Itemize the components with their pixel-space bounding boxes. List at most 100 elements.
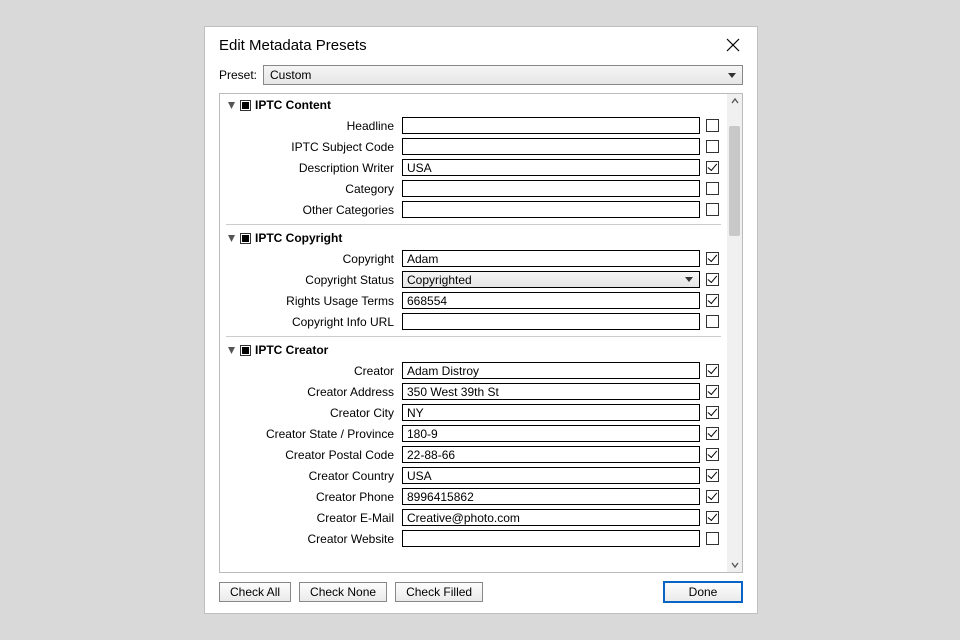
field-input[interactable]: NY <box>402 404 700 421</box>
footer: Check All Check None Check Filled Done <box>219 581 743 603</box>
preset-label: Preset: <box>219 68 257 82</box>
field-label: Creator <box>226 364 396 378</box>
field-row: Category <box>226 178 721 199</box>
field-label: Creator Postal Code <box>226 448 396 462</box>
field-row: Creator Website <box>226 528 721 549</box>
field-row: Rights Usage Terms 668554 <box>226 290 721 311</box>
vertical-scrollbar[interactable] <box>727 94 742 572</box>
field-input[interactable]: 8996415862 <box>402 488 700 505</box>
field-row: Other Categories <box>226 199 721 220</box>
field-label: Creator E-Mail <box>226 511 396 525</box>
section-iptc-creator: IPTC CreatorCreatorAdam DistroyCreator A… <box>226 343 721 549</box>
field-checkbox[interactable] <box>706 119 719 132</box>
section-title: IPTC Content <box>255 98 331 112</box>
field-input[interactable]: 350 West 39th St <box>402 383 700 400</box>
field-checkbox[interactable] <box>706 511 719 524</box>
field-row: Creator E-Mail Creative@photo.com <box>226 507 721 528</box>
section-title: IPTC Copyright <box>255 231 342 245</box>
field-input[interactable] <box>402 180 700 197</box>
field-checkbox[interactable] <box>706 273 719 286</box>
section-header[interactable]: IPTC Copyright <box>226 231 721 248</box>
field-checkbox[interactable] <box>706 294 719 307</box>
section-iptc-content: IPTC Content Headline IPTC Subject Code Des… <box>226 98 721 225</box>
close-button[interactable] <box>723 35 743 55</box>
field-input[interactable] <box>402 530 700 547</box>
field-label: Creator City <box>226 406 396 420</box>
preset-value: Custom <box>270 68 311 82</box>
field-checkbox[interactable] <box>706 140 719 153</box>
field-row: Creator Address350 West 39th St <box>226 381 721 402</box>
field-input[interactable]: Creative@photo.com <box>402 509 700 526</box>
field-checkbox[interactable] <box>706 161 719 174</box>
disclosure-triangle-icon <box>226 233 236 243</box>
field-label: Copyright Info URL <box>226 315 396 329</box>
field-row: Creator City NY <box>226 402 721 423</box>
field-input[interactable]: 668554 <box>402 292 700 309</box>
field-label: Copyright Status <box>226 273 396 287</box>
field-row: Creator Country USA <box>226 465 721 486</box>
field-input[interactable]: Adam Distroy <box>402 362 700 379</box>
field-input[interactable]: 22-88-66 <box>402 446 700 463</box>
section-iptc-copyright: IPTC Copyright Copyright Adam Copyright Sta… <box>226 231 721 337</box>
dialog-title: Edit Metadata Presets <box>219 37 367 54</box>
field-checkbox[interactable] <box>706 427 719 440</box>
field-checkbox[interactable] <box>706 490 719 503</box>
field-input[interactable]: 180-9 <box>402 425 700 442</box>
disclosure-triangle-icon <box>226 100 236 110</box>
field-checkbox[interactable] <box>706 364 719 377</box>
field-checkbox[interactable] <box>706 252 719 265</box>
scroll-up-button[interactable] <box>727 94 742 108</box>
content-area: IPTC Content Headline IPTC Subject Code Des… <box>219 93 743 573</box>
field-input[interactable] <box>402 201 700 218</box>
section-header[interactable]: IPTC Content <box>226 98 721 115</box>
chevron-up-icon <box>731 97 739 105</box>
field-input[interactable]: Adam <box>402 250 700 267</box>
field-input[interactable]: USA <box>402 467 700 484</box>
field-label: Category <box>226 182 396 196</box>
preset-select[interactable]: Custom <box>263 65 743 85</box>
field-input[interactable] <box>402 313 700 330</box>
field-row: Copyright Info URL <box>226 311 721 332</box>
field-row: IPTC Subject Code <box>226 136 721 157</box>
field-label: Creator Country <box>226 469 396 483</box>
section-body: Creator Adam Distroy Creator Address350 We… <box>226 360 721 549</box>
check-all-button[interactable]: Check All <box>219 582 291 602</box>
field-input[interactable] <box>402 117 700 134</box>
field-label: Creator Website <box>226 532 396 546</box>
field-select[interactable]: Copyrighted <box>402 271 700 288</box>
metadata-presets-dialog: Edit Metadata Presets Preset: Custom IPT… <box>204 26 758 614</box>
field-label: Description Writer <box>226 161 396 175</box>
section-checkbox[interactable] <box>240 233 251 244</box>
section-title: IPTC Creator <box>255 343 328 357</box>
field-label: Rights Usage Terms <box>226 294 396 308</box>
close-icon <box>726 38 740 52</box>
preset-row: Preset: Custom <box>205 63 757 93</box>
scroll-down-button[interactable] <box>727 558 742 572</box>
field-checkbox[interactable] <box>706 532 719 545</box>
chevron-down-icon <box>731 561 739 569</box>
done-button[interactable]: Done <box>663 581 743 603</box>
field-label: Copyright <box>226 252 396 266</box>
field-checkbox[interactable] <box>706 406 719 419</box>
check-filled-button[interactable]: Check Filled <box>395 582 483 602</box>
field-checkbox[interactable] <box>706 469 719 482</box>
field-checkbox[interactable] <box>706 182 719 195</box>
check-none-button[interactable]: Check None <box>299 582 387 602</box>
titlebar: Edit Metadata Presets <box>205 27 757 63</box>
field-row: Creator Adam Distroy <box>226 360 721 381</box>
section-checkbox[interactable] <box>240 100 251 111</box>
field-checkbox[interactable] <box>706 385 719 398</box>
section-checkbox[interactable] <box>240 345 251 356</box>
field-checkbox[interactable] <box>706 203 719 216</box>
field-row: Headline <box>226 115 721 136</box>
field-checkbox[interactable] <box>706 448 719 461</box>
field-row: Copyright Adam <box>226 248 721 269</box>
scrollbar-thumb[interactable] <box>729 126 740 236</box>
section-header[interactable]: IPTC Creator <box>226 343 721 360</box>
field-input[interactable] <box>402 138 700 155</box>
field-label: Headline <box>226 119 396 133</box>
field-checkbox[interactable] <box>706 315 719 328</box>
field-input[interactable]: USA <box>402 159 700 176</box>
field-row: Creator Phone8996415862 <box>226 486 721 507</box>
disclosure-triangle-icon <box>226 345 236 355</box>
